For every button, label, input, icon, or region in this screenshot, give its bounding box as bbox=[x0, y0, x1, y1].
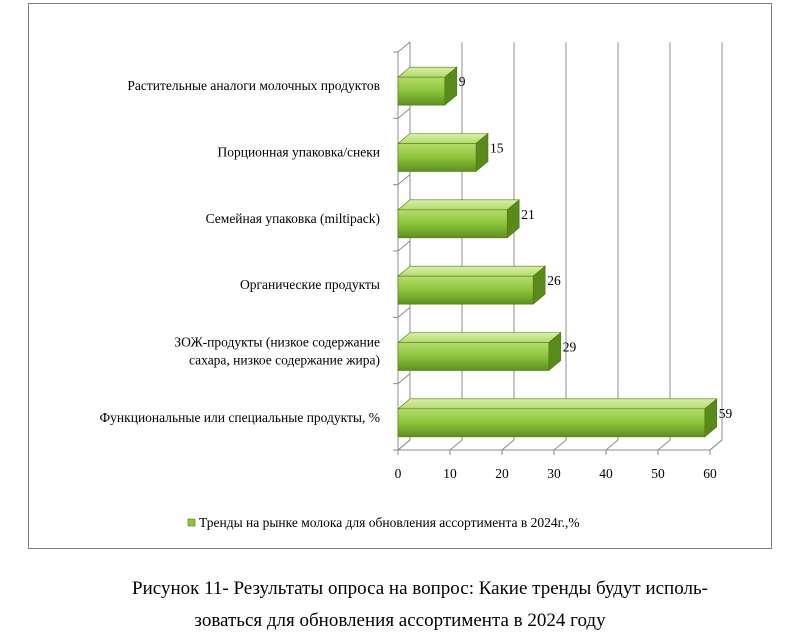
data-label: 15 bbox=[490, 141, 504, 156]
data-label: 59 bbox=[719, 406, 733, 421]
wall-tick bbox=[397, 107, 411, 119]
wall-tick bbox=[397, 240, 411, 252]
data-label: 21 bbox=[521, 207, 535, 222]
category-label: Функциональные или специальные продукты,… bbox=[100, 410, 380, 425]
bar bbox=[397, 275, 534, 305]
floor-grid bbox=[449, 439, 463, 451]
caption-line-1: Рисунок 11- Результаты опроса на вопрос:… bbox=[132, 578, 708, 599]
data-label: 9 bbox=[459, 74, 466, 89]
floor-grid bbox=[709, 439, 723, 451]
bar-top bbox=[397, 133, 489, 144]
floor-grid bbox=[501, 439, 515, 451]
floor-grid bbox=[397, 439, 411, 451]
x-tick-label: 30 bbox=[547, 466, 561, 481]
chart-frame bbox=[28, 3, 772, 549]
category-label: ЗОЖ-продукты (низкое содержание bbox=[174, 335, 380, 350]
bar-top bbox=[397, 398, 718, 410]
category-label: Органические продукты bbox=[240, 277, 380, 292]
x-tick-label: 40 bbox=[599, 466, 613, 481]
legend-label: Тренды на рынке молока для обновления ас… bbox=[199, 515, 580, 530]
bar bbox=[397, 143, 477, 172]
data-label: 29 bbox=[563, 340, 577, 355]
wall-tick bbox=[397, 373, 411, 385]
bar bbox=[397, 342, 550, 371]
category-label: Семейная упаковка (miltipack) bbox=[206, 211, 380, 226]
x-tick-label: 60 bbox=[703, 466, 717, 481]
x-tick-label: 50 bbox=[651, 466, 665, 481]
floor-grid bbox=[657, 439, 671, 451]
bar-top bbox=[397, 199, 521, 211]
legend-swatch bbox=[187, 518, 196, 527]
x-tick-label: 10 bbox=[443, 466, 457, 481]
category-label: Растительные аналоги молочных продуктов bbox=[127, 78, 380, 93]
wall-tick bbox=[397, 41, 411, 53]
wall-tick bbox=[397, 174, 411, 186]
bar bbox=[397, 408, 706, 438]
category-label: Порционная упаковка/снеки bbox=[217, 145, 380, 160]
floor-grid bbox=[553, 439, 567, 451]
caption-line-2: зоваться для обновления ассортимента в 2… bbox=[194, 610, 606, 631]
category-label: сахара, низкое содержание жира) bbox=[189, 353, 380, 368]
x-tick-label: 0 bbox=[395, 466, 402, 481]
figure-caption: Рисунок 11- Результаты опроса на вопрос:… bbox=[0, 573, 800, 637]
bar bbox=[397, 76, 446, 106]
bar-chart: 0 10 20 30 40 50 60 9 Растительные аналоги молоч… bbox=[100, 41, 733, 530]
bar bbox=[397, 209, 508, 239]
data-label: 26 bbox=[547, 273, 561, 288]
bar-top bbox=[397, 332, 562, 343]
bar-top bbox=[397, 265, 547, 277]
x-tick-label: 20 bbox=[495, 466, 509, 481]
floor-grid bbox=[605, 439, 619, 451]
wall-tick bbox=[397, 306, 411, 318]
